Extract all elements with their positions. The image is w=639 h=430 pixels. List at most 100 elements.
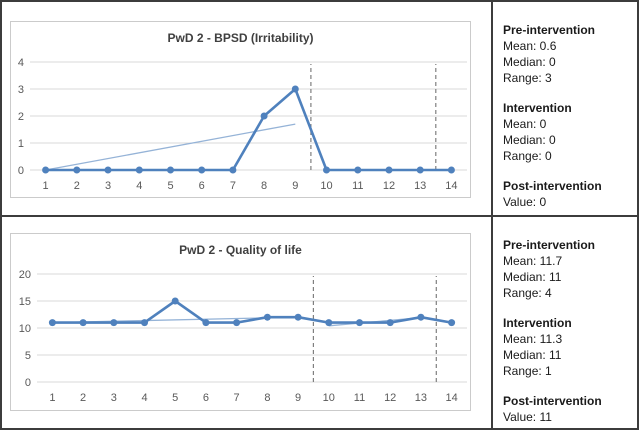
data-point-marker xyxy=(386,319,394,327)
y-tick-label: 0 xyxy=(25,377,31,389)
data-point-marker xyxy=(167,166,174,174)
x-tick-label: 10 xyxy=(323,392,335,404)
data-point-marker xyxy=(229,166,237,174)
x-tick-label: 5 xyxy=(172,392,178,404)
x-tick-label: 4 xyxy=(141,392,147,404)
y-tick-label: 15 xyxy=(19,296,31,308)
x-tick-label: 12 xyxy=(383,180,395,192)
post-intervention-value: Value: 11 xyxy=(503,410,552,424)
pre-intervention-heading: Pre-intervention xyxy=(503,23,596,37)
y-tick-label: 10 xyxy=(19,323,31,335)
x-tick-label: 7 xyxy=(230,180,236,192)
x-tick-label: 4 xyxy=(136,180,142,192)
x-tick-label: 1 xyxy=(43,180,49,192)
data-point-marker xyxy=(325,319,333,327)
x-tick-label: 12 xyxy=(384,392,396,404)
x-tick-label: 14 xyxy=(445,392,457,404)
data-point-marker xyxy=(141,319,148,327)
quality-of-life-score-line xyxy=(52,299,452,324)
bpsd-stats-panel: Pre-intervention Mean: 0.6 Median: 0 Ran… xyxy=(493,2,637,217)
data-point-marker xyxy=(294,313,302,321)
pre-intervention-mean: Mean: 11.7 xyxy=(503,254,563,268)
data-point-marker xyxy=(135,166,143,174)
x-tick-label: 9 xyxy=(292,180,298,192)
x-tick-label: 2 xyxy=(80,392,86,404)
x-tick-label: 7 xyxy=(234,392,240,404)
x-tick-label: 1 xyxy=(49,392,55,404)
intervention-heading: Intervention xyxy=(503,316,572,330)
qol-chart-panel: PwD 2 - Quality of life 0 5 10 15 20 1 2 3 4 5 6 7 8… xyxy=(2,217,493,428)
x-tick-label: 3 xyxy=(111,392,117,404)
data-point-marker xyxy=(171,297,179,305)
post-intervention-heading: Post-intervention xyxy=(503,179,602,193)
pre-intervention-trend xyxy=(45,123,296,171)
pre-intervention-heading: Pre-intervention xyxy=(503,238,596,252)
x-tick-label: 11 xyxy=(352,180,363,192)
pre-intervention-range: Range: 3 xyxy=(503,71,552,85)
y-tick-label: 4 xyxy=(18,57,24,69)
data-point-marker xyxy=(73,166,81,174)
data-point-marker xyxy=(448,319,456,327)
pre-intervention-median: Median: 0 xyxy=(503,55,556,69)
pre-intervention-range: Range: 4 xyxy=(503,286,552,300)
x-tick-label: 6 xyxy=(199,180,205,192)
data-point-marker xyxy=(110,319,118,327)
data-point-marker xyxy=(233,319,241,327)
intervention-range: Range: 1 xyxy=(503,364,552,378)
intervention-mean: Mean: 0 xyxy=(503,117,547,131)
data-point-marker xyxy=(202,319,210,327)
y-tick-label: 0 xyxy=(18,165,24,177)
pre-intervention-median: Median: 11 xyxy=(503,270,562,284)
data-point-marker xyxy=(263,313,271,321)
qol-chart-box: PwD 2 - Quality of life 0 5 10 15 20 1 2 3 4 5 6 7 8… xyxy=(10,233,471,411)
bpsd-chart-title: PwD 2 - BPSD (Irritability) xyxy=(167,31,314,45)
data-point-marker xyxy=(356,319,363,327)
intervention-mean: Mean: 11.3 xyxy=(503,332,563,346)
data-point-marker xyxy=(447,166,455,174)
x-tick-label: 5 xyxy=(167,180,173,192)
irritability-score-line xyxy=(45,87,452,172)
data-point-marker xyxy=(291,85,299,93)
data-point-marker xyxy=(42,166,50,174)
x-tick-label: 3 xyxy=(105,180,111,192)
qol-chart-title: PwD 2 - Quality of life xyxy=(179,243,302,257)
intervention-median: Median: 0 xyxy=(503,133,556,147)
post-intervention-value: Value: 0 xyxy=(503,195,547,209)
data-point-marker xyxy=(416,166,424,174)
qol-stats-panel: Pre-intervention Mean: 11.7 Median: 11 R… xyxy=(493,217,637,428)
data-point-marker xyxy=(385,166,393,174)
data-point-marker xyxy=(198,166,206,174)
data-point-marker xyxy=(417,313,425,321)
y-tick-label: 20 xyxy=(19,269,31,281)
x-tick-label: 8 xyxy=(261,180,267,192)
intervention-median: Median: 11 xyxy=(503,348,562,362)
post-intervention-heading: Post-intervention xyxy=(503,394,602,408)
x-tick-label: 6 xyxy=(203,392,209,404)
y-tick-label: 5 xyxy=(25,350,31,362)
x-tick-label: 2 xyxy=(74,180,80,192)
data-point-marker xyxy=(260,112,268,120)
y-tick-label: 1 xyxy=(18,138,24,150)
data-point-marker xyxy=(323,166,330,174)
x-tick-label: 8 xyxy=(264,392,270,404)
x-tick-label: 10 xyxy=(320,180,332,192)
intervention-range: Range: 0 xyxy=(503,149,552,163)
x-tick-label: 13 xyxy=(415,392,427,404)
y-tick-label: 3 xyxy=(18,84,24,96)
x-tick-label: 9 xyxy=(295,392,301,404)
pre-intervention-mean: Mean: 0.6 xyxy=(503,39,557,53)
data-point-marker xyxy=(79,319,87,327)
data-point-marker xyxy=(48,319,56,327)
data-point-marker xyxy=(354,166,362,174)
x-tick-label: 11 xyxy=(354,392,365,404)
x-tick-label: 13 xyxy=(414,180,426,192)
data-point-marker xyxy=(104,166,112,174)
intervention-heading: Intervention xyxy=(503,101,572,115)
y-tick-label: 2 xyxy=(18,111,24,123)
x-tick-label: 14 xyxy=(445,180,457,192)
